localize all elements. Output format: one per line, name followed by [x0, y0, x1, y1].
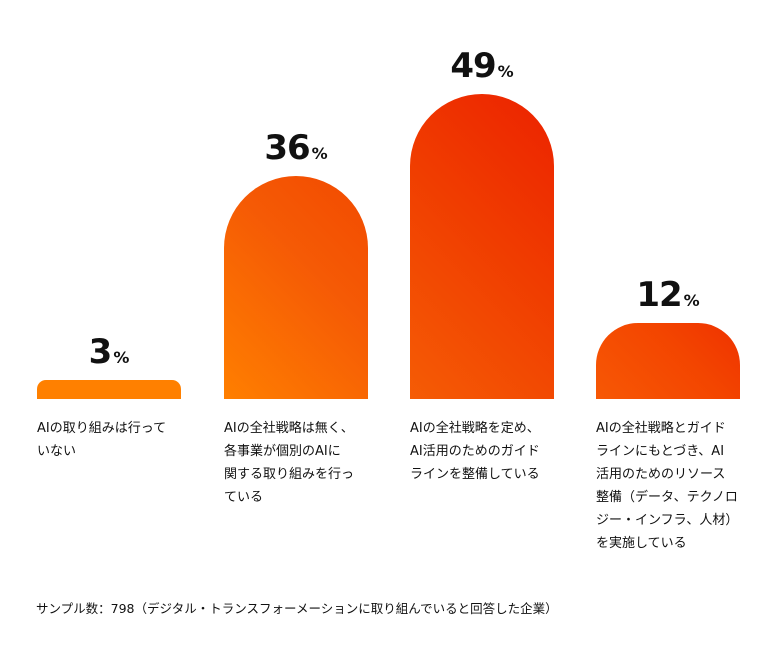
- category-label-4: AIの全社戦略とガイド ラインにもとづき、AI 活用のためのリソース 整備（デー…: [596, 421, 739, 551]
- value-label-4: 12%: [636, 275, 700, 315]
- value-label-2: 36%: [264, 128, 328, 168]
- bar-1: [37, 380, 181, 399]
- value-label-1: 3%: [88, 332, 130, 372]
- sample-size-footnote: サンプル数：798（デジタル・トランスフォーメーションに取り組んでいると回答した…: [36, 601, 558, 616]
- bar-3: [410, 94, 554, 399]
- value-label-3: 49%: [450, 46, 514, 86]
- category-label-1: AIの取り組みは行って いない: [37, 421, 167, 459]
- bar-column-4: 12%: [596, 0, 740, 399]
- bar-column-3: 49%: [410, 0, 554, 399]
- bar-column-1: 3%: [37, 0, 181, 399]
- bar-4: [596, 323, 740, 399]
- bar-column-2: 36%: [224, 0, 368, 399]
- bar-2: [224, 176, 368, 399]
- category-label-2: AIの全社戦略は無く、 各事業が個別のAIに 関する取り組みを行っ ている: [224, 421, 355, 505]
- category-label-3: AIの全社戦略を定め、 AI活用のためのガイド ラインを整備している: [410, 421, 540, 482]
